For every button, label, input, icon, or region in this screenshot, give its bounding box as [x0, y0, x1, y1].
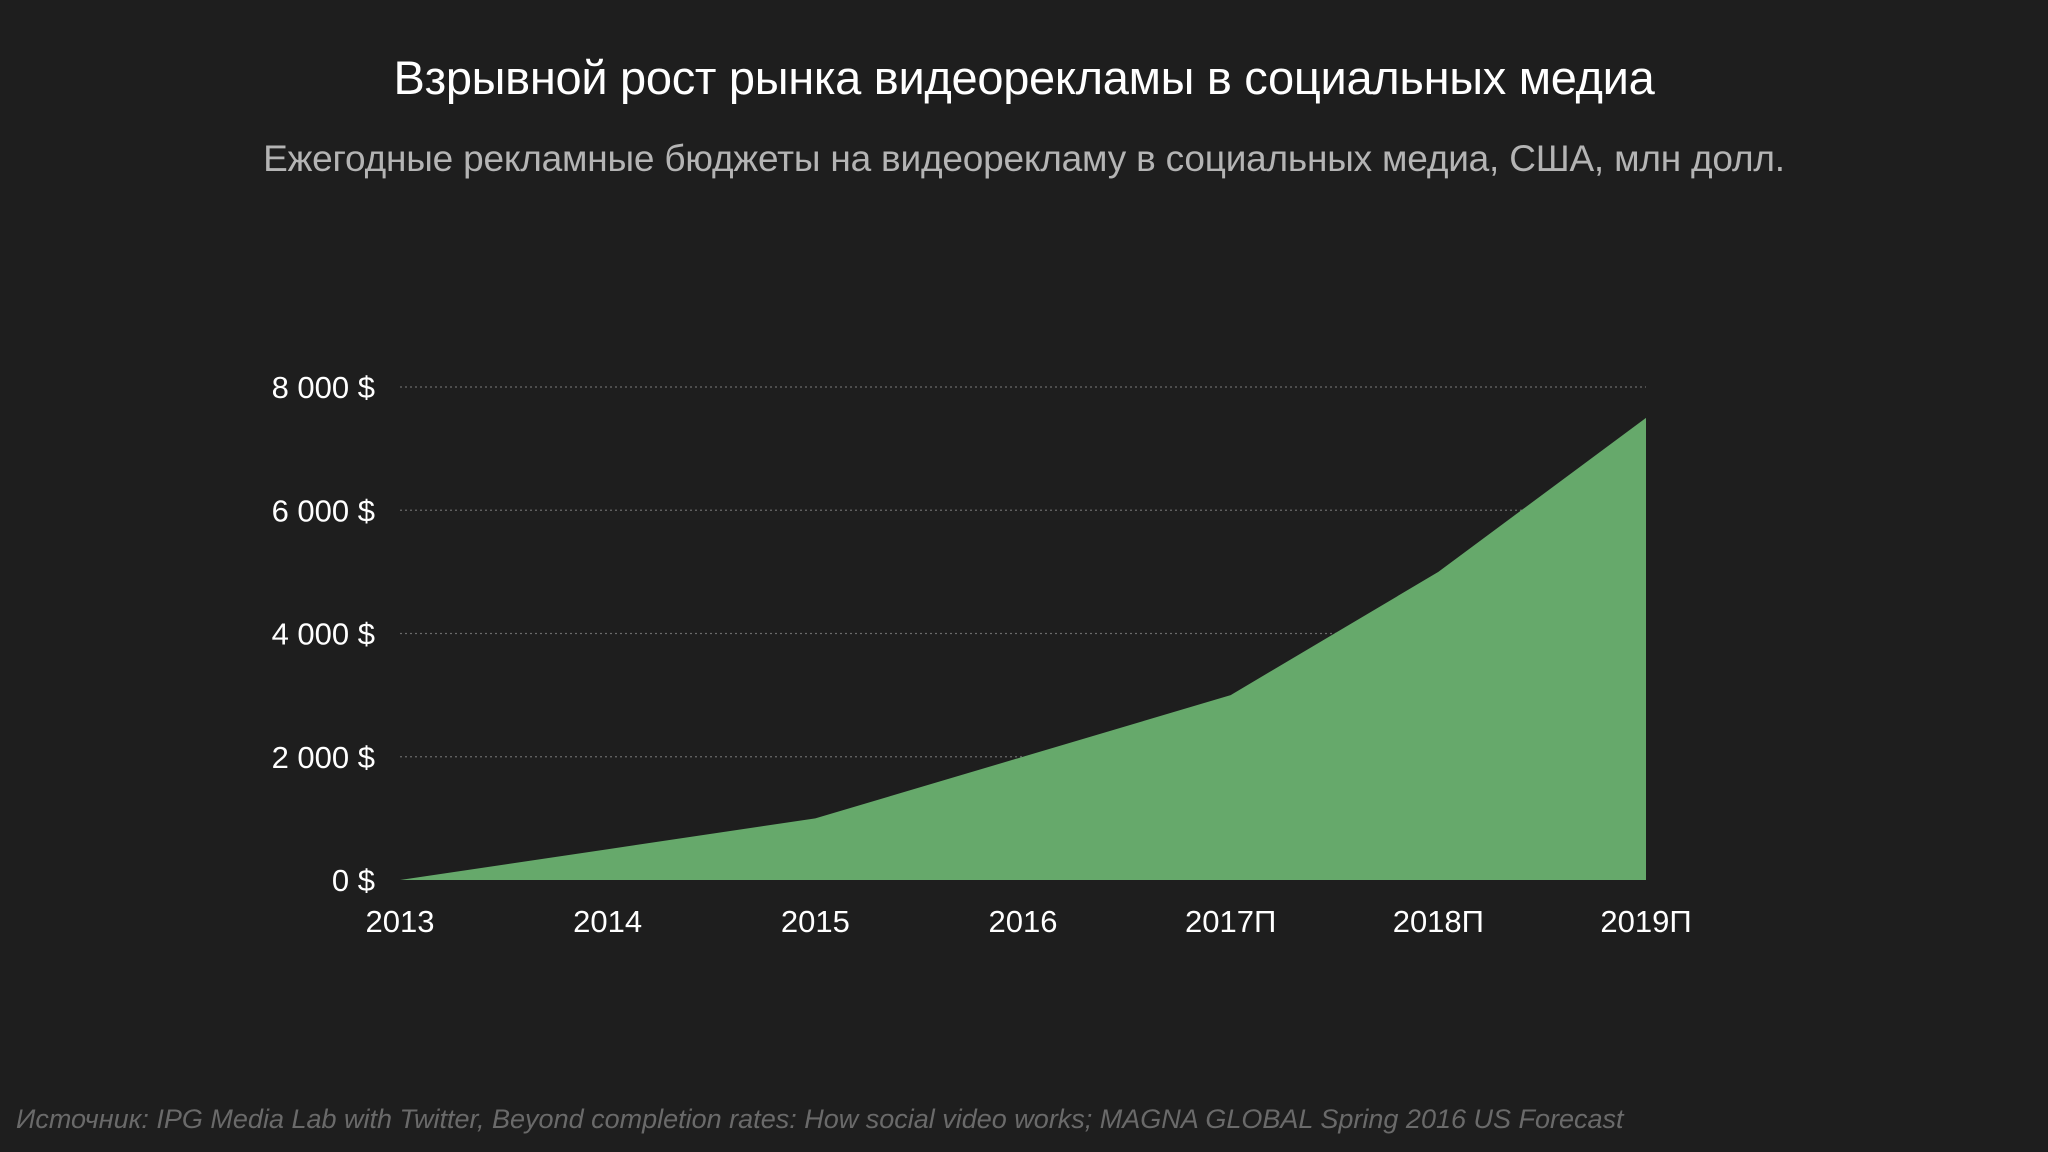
x-tick-label: 2013 [366, 904, 435, 939]
source-note: Источник: IPG Media Lab with Twitter, Be… [16, 1104, 1624, 1134]
y-tick-label: 2 000 $ [272, 740, 375, 775]
x-tick-label: 2017П [1185, 904, 1276, 939]
x-tick-label: 2015 [781, 904, 850, 939]
chart-subtitle: Ежегодные рекламные бюджеты на видеорекл… [263, 138, 1785, 179]
x-tick-label: 2014 [573, 904, 642, 939]
x-tick-label: 2018П [1393, 904, 1484, 939]
y-tick-label: 8 000 $ [272, 370, 375, 405]
chart-title: Взрывной рост рынка видеорекламы в социа… [393, 51, 1655, 104]
area-series [400, 417, 1646, 880]
y-tick-label: 0 $ [332, 863, 375, 898]
y-tick-label: 4 000 $ [272, 617, 375, 652]
x-tick-label: 2016 [989, 904, 1058, 939]
y-tick-label: 6 000 $ [272, 493, 375, 528]
x-tick-label: 2019П [1600, 904, 1691, 939]
